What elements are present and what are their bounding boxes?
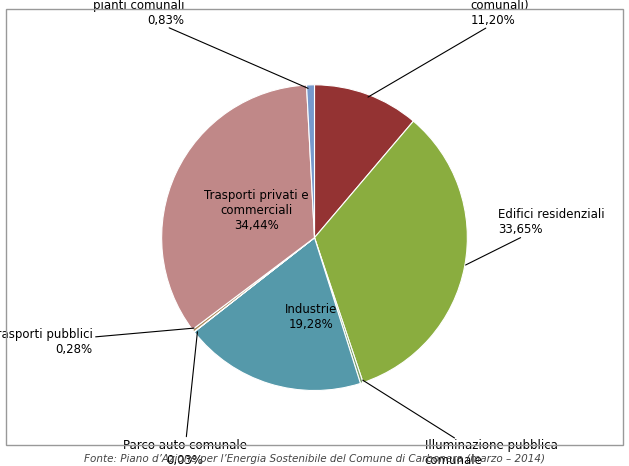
Text: Fonte: Piano d’Azione per l’Energia Sostenibile del Comune di Carbonera (marzo –: Fonte: Piano d’Azione per l’Energia Sost… xyxy=(84,454,545,464)
Text: Illuminazione pubblica
comunale
0,29%: Illuminazione pubblica comunale 0,29% xyxy=(363,380,557,466)
Text: Trasporti privati e
commerciali
34,44%: Trasporti privati e commerciali 34,44% xyxy=(204,189,309,232)
Text: Trasporti pubblici
0,28%: Trasporti pubblici 0,28% xyxy=(0,328,194,356)
Wedge shape xyxy=(194,238,360,391)
Wedge shape xyxy=(192,238,314,332)
Wedge shape xyxy=(162,85,314,329)
Text: Edifici, attrezzature/im
pianti comunali
0,83%: Edifici, attrezzature/im pianti comunali… xyxy=(50,0,308,89)
Text: Industrie
19,28%: Industrie 19,28% xyxy=(286,303,338,331)
Wedge shape xyxy=(314,238,363,384)
Wedge shape xyxy=(314,85,413,238)
Text: Edifici, attrezzature/im
pianti terziari (non
comunali)
11,20%: Edifici, attrezzature/im pianti terziari… xyxy=(368,0,605,97)
Wedge shape xyxy=(314,121,467,383)
Text: Edifici residenziali
33,65%: Edifici residenziali 33,65% xyxy=(465,208,604,265)
Wedge shape xyxy=(306,85,314,238)
Text: Parco auto comunale
0,03%: Parco auto comunale 0,03% xyxy=(123,332,247,466)
Wedge shape xyxy=(194,238,314,332)
